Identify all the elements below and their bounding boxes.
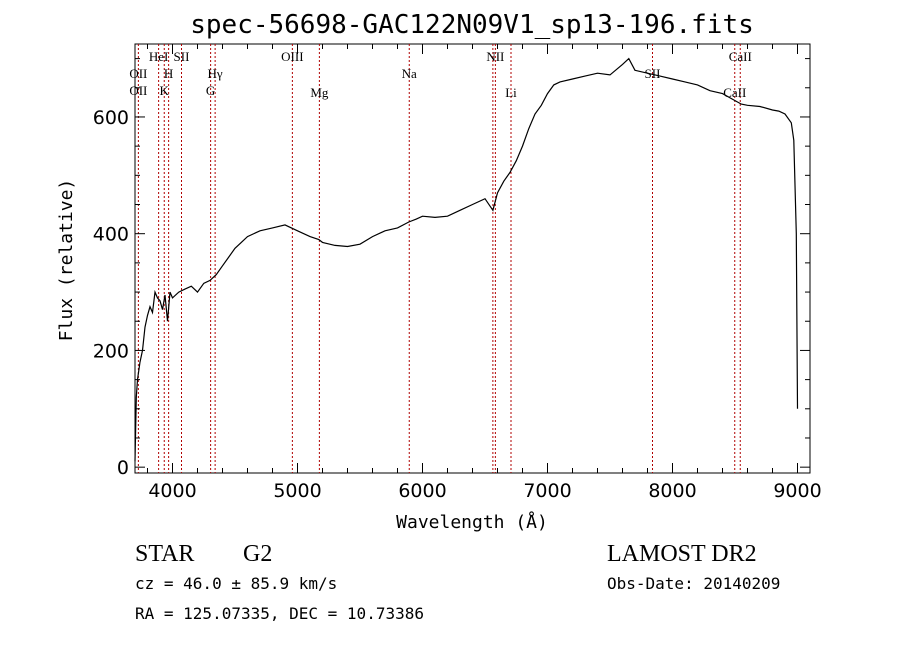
x-tick-label: 6000 [398, 480, 446, 502]
spectral-line-label: Na [402, 66, 417, 81]
spectral-line-markers [137, 44, 741, 473]
spectral-line-label: Mg [310, 85, 329, 100]
x-tick-labels: 4000 5000 6000 7000 8000 9000 [148, 480, 821, 502]
survey-name: LAMOST DR2 [607, 541, 757, 567]
spectral-line-label: H [164, 66, 173, 81]
observation-date: Obs-Date: 20140209 [607, 574, 780, 593]
x-tick-label: 5000 [273, 480, 321, 502]
spectral-line-label: HeI [149, 49, 169, 64]
major-ticks [135, 44, 810, 473]
coordinates: RA = 125.07335, DEC = 10.73386 [135, 604, 424, 623]
y-tick-label: 200 [93, 340, 129, 362]
y-axis-label: Flux (relative) [56, 179, 77, 342]
spectral-line-label: CaII [729, 49, 752, 64]
spectral-line-label: G [206, 83, 215, 98]
spectral-line-label: OIII [281, 49, 303, 64]
spectral-line-label: SII [645, 66, 661, 81]
spectral-line-label: Li [505, 85, 517, 100]
x-axis-label: Wavelength (Å) [396, 511, 548, 533]
spectrum-series-line [134, 57, 799, 462]
x-tick-label: 7000 [523, 480, 571, 502]
object-subclass: G2 [243, 541, 272, 567]
x-tick-label: 9000 [773, 480, 821, 502]
chart-title: spec-56698-GAC122N09V1_sp13-196.fits [190, 10, 754, 40]
spectral-line-label: SII [174, 49, 190, 64]
redshift-velocity: cz = 46.0 ± 85.9 km/s [135, 574, 337, 593]
y-tick-label: 400 [93, 224, 129, 246]
object-class: STAR [135, 541, 194, 567]
spectral-line-label: NII [486, 49, 504, 64]
spectral-line-label: K [160, 83, 170, 98]
x-tick-label: 4000 [148, 480, 196, 502]
plot-frame [134, 43, 811, 474]
y-tick-label: 600 [93, 107, 129, 129]
y-tick-labels: 0 200 400 600 [93, 107, 129, 479]
spectral-line-label: OII [129, 83, 147, 98]
spectral-line-labels: OIIOIIHeIHKSIIHγGOIIIMgNaNIILiSIICaIICaI… [129, 49, 751, 100]
spectral-line-label: OII [129, 66, 147, 81]
minor-ticks [135, 44, 810, 473]
x-tick-label: 8000 [648, 480, 696, 502]
y-tick-label: 0 [117, 457, 129, 479]
spectral-line-label: CaII [723, 85, 746, 100]
spectral-line-label: Hγ [208, 66, 223, 81]
